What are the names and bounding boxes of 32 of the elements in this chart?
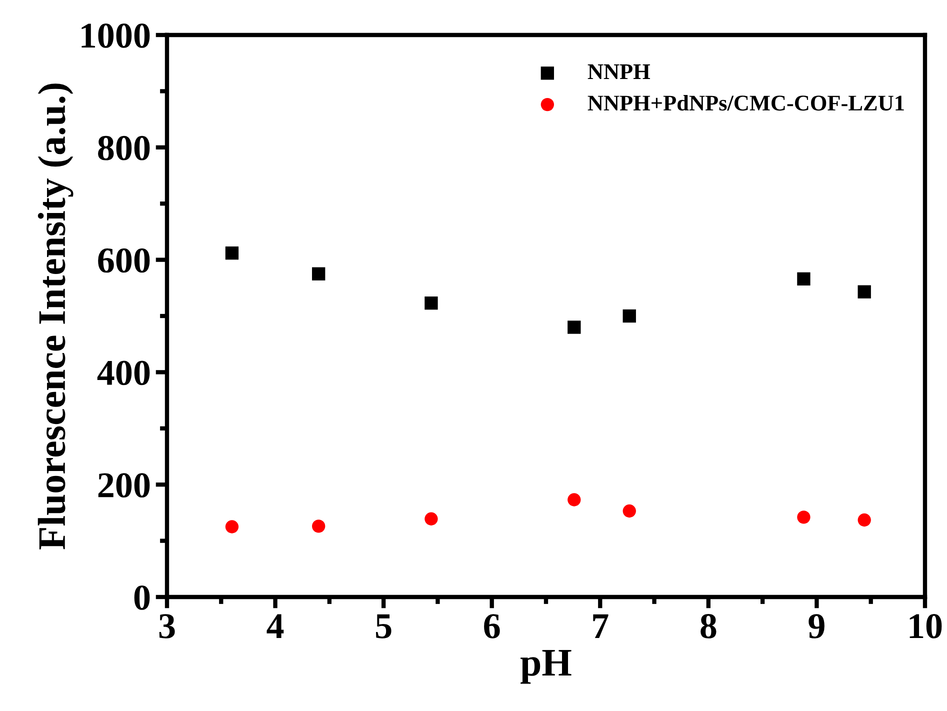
point [622, 504, 636, 518]
y-tick-label: 400 [97, 360, 150, 386]
point [225, 520, 239, 534]
y-tick-label: 800 [98, 136, 150, 160]
point [424, 512, 438, 526]
point [858, 513, 871, 527]
y-tick-label: 200 [98, 473, 150, 498]
y-axis-title: Fluorescence Intensity (a.u.) [38, 84, 74, 550]
x-tick-label: 6 [484, 614, 500, 638]
x-tick-label: 7 [593, 614, 608, 638]
point [858, 285, 871, 298]
x-tick-label: 5 [376, 614, 392, 638]
point [225, 246, 239, 260]
y-tick-label: 0 [134, 586, 150, 610]
x-axis-title: pH [520, 650, 572, 684]
x-tick-label: 4 [266, 614, 284, 638]
x-tick-label: 10 [910, 614, 942, 638]
point [568, 493, 581, 506]
legend-label: NNPH [588, 64, 650, 79]
point [797, 272, 810, 286]
y-tick-label: 600 [98, 248, 150, 273]
point [568, 320, 581, 334]
point [622, 309, 636, 323]
x-tick-label: 8 [700, 614, 716, 638]
point [312, 520, 326, 533]
x-tick-label: 9 [808, 614, 824, 638]
y-tick-label: 1000 [82, 24, 150, 48]
point [424, 296, 438, 310]
point [797, 510, 810, 524]
x-tick-label: 3 [159, 614, 175, 638]
legend-label: NNPH+PdNPs/CMC-COF-LZU1 [588, 94, 904, 111]
point [312, 267, 326, 280]
